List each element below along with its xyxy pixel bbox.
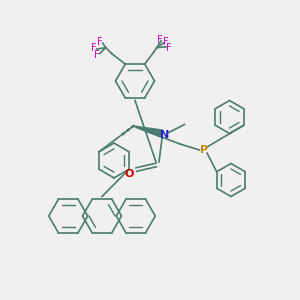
Text: O: O [124,169,134,179]
Text: F: F [91,43,97,52]
Text: F: F [157,34,163,44]
Text: F: F [163,37,169,46]
Text: F: F [94,50,100,60]
Text: N: N [160,130,169,140]
Text: F: F [166,43,172,52]
Polygon shape [134,126,162,137]
Text: F: F [97,37,103,46]
Text: P: P [200,145,208,155]
